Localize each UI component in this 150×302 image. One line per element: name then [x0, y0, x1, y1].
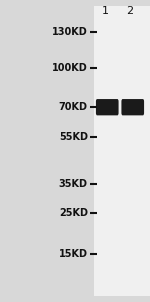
- Text: 25KD: 25KD: [59, 208, 88, 218]
- Text: 35KD: 35KD: [59, 179, 88, 189]
- Text: 1: 1: [102, 5, 108, 16]
- FancyBboxPatch shape: [96, 99, 119, 115]
- FancyBboxPatch shape: [122, 99, 144, 115]
- FancyBboxPatch shape: [94, 6, 150, 296]
- Text: 55KD: 55KD: [59, 132, 88, 143]
- Text: 100KD: 100KD: [52, 63, 88, 73]
- Text: 2: 2: [126, 5, 133, 16]
- Text: 15KD: 15KD: [59, 249, 88, 259]
- Text: 70KD: 70KD: [59, 102, 88, 112]
- Text: 130KD: 130KD: [52, 27, 88, 37]
